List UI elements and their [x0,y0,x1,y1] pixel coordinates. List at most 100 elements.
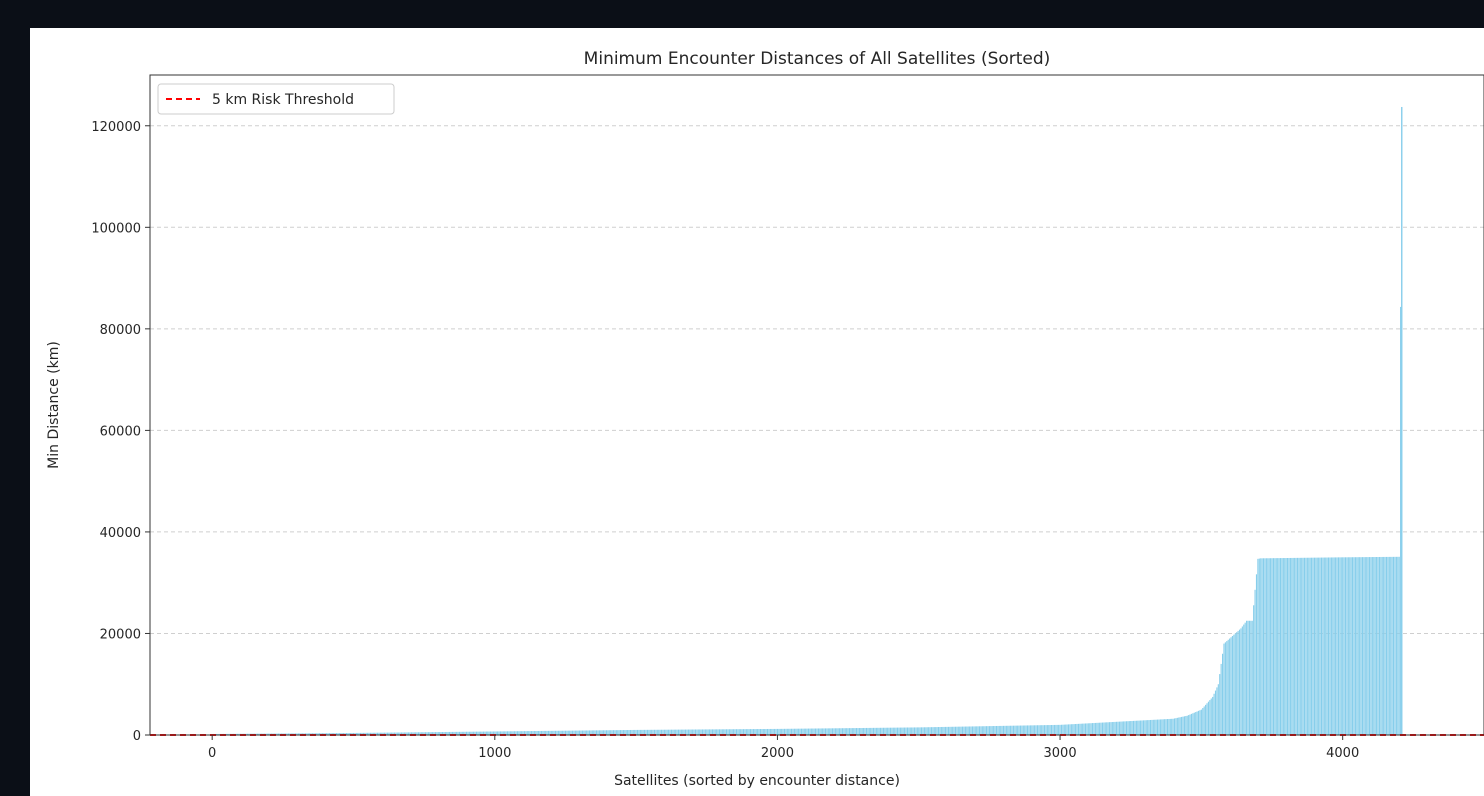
bar [451,731,453,735]
bar [1381,556,1383,735]
bar [882,727,884,735]
bar [872,727,875,735]
bar [1152,719,1154,735]
bar [357,732,359,735]
bar [953,726,955,735]
bar [1342,557,1344,735]
bar [741,729,743,735]
bar [228,733,230,735]
bar [475,731,477,735]
bar [1127,721,1129,735]
bar [1118,721,1120,735]
bar [1166,719,1169,735]
bar [1124,721,1126,735]
bar [388,732,390,735]
bar [1387,556,1389,735]
bar [928,727,930,735]
bar [1070,724,1072,735]
bar [1224,642,1226,735]
bar [851,728,853,735]
bar [1332,557,1334,735]
bar [655,729,657,735]
bar [652,729,654,735]
bar [1244,622,1246,735]
bar [480,731,482,735]
bar [935,727,937,735]
bar [586,730,588,735]
bar [878,727,880,735]
bar [1060,724,1063,735]
bar [1391,556,1393,735]
bar [481,731,483,735]
bar [386,732,388,735]
bar [1233,634,1235,735]
bar [682,729,684,735]
bar [916,727,918,735]
bar [656,729,658,735]
bar [1285,558,1287,735]
bar [1380,556,1382,735]
bar [1392,556,1395,735]
bar [815,728,817,735]
bar [358,732,360,735]
bar [1046,725,1048,735]
y-tick-label: 0 [133,729,141,744]
bar [683,729,685,735]
bar [960,726,962,735]
bar [1301,557,1303,735]
bar [326,733,328,735]
bar [880,727,882,735]
bar [710,729,712,735]
bar [423,732,425,735]
bar [218,733,220,735]
bar [1148,720,1150,735]
bar [1313,557,1315,735]
bar [1267,558,1269,735]
bar [1005,725,1007,735]
bar [981,726,983,735]
bar [412,732,414,735]
bar [1190,713,1193,735]
bar [286,733,288,735]
bar [1019,725,1022,735]
bar [957,726,959,735]
bar [1272,558,1275,735]
bar [1231,636,1234,735]
bar [437,732,439,735]
bar [1128,721,1130,735]
bar [946,726,948,735]
bar [484,731,486,735]
y-tick-label: 40000 [100,526,141,541]
bar [642,729,644,735]
bar [1075,724,1077,735]
bar [1340,557,1342,735]
bar [1072,724,1074,735]
bar [1234,633,1236,735]
bar [564,730,567,735]
bar [408,732,410,735]
bar [539,730,541,735]
bar [297,733,299,735]
bar [676,729,678,735]
bar [759,729,762,735]
bar [530,731,533,735]
bar [625,730,627,735]
y-tick-label: 60000 [100,424,141,439]
bar [1206,703,1208,735]
legend-label-threshold: 5 km Risk Threshold [212,92,354,108]
bar [1137,720,1139,735]
bar [1248,620,1250,735]
bar [803,728,805,735]
bar [980,726,982,735]
bar [347,733,349,735]
bar [405,732,407,735]
bar [966,726,968,735]
bar [389,732,391,735]
bar [1091,723,1094,735]
bar [680,729,682,735]
bar [607,730,609,735]
bar [973,726,975,735]
bar [410,732,412,735]
bar [1159,719,1161,735]
bar [319,733,321,735]
